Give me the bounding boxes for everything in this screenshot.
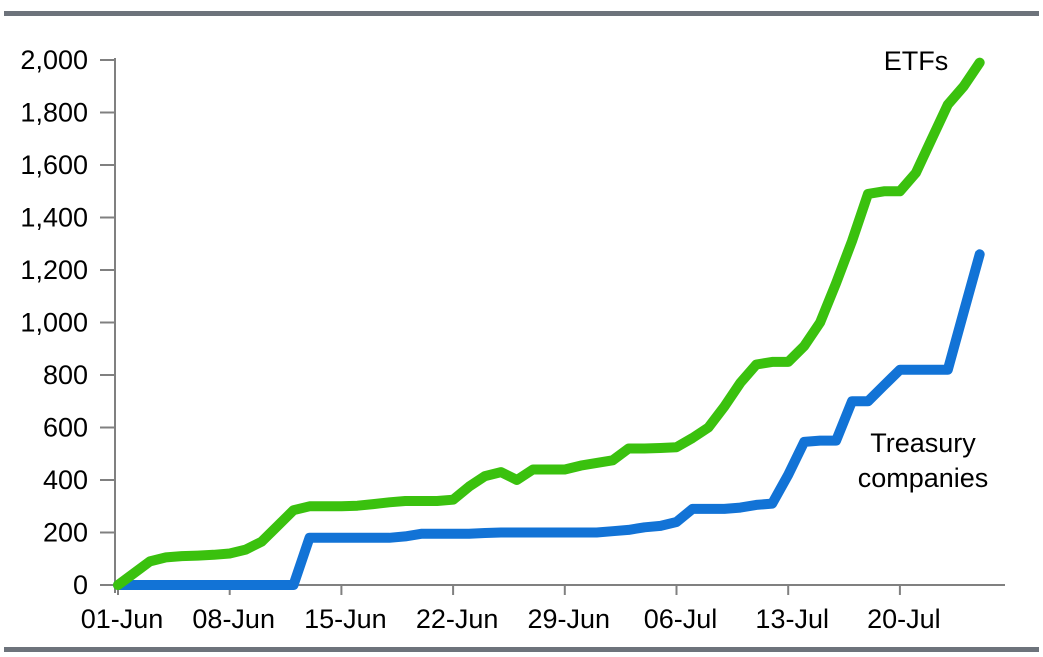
x-tick-label: 22-Jun: [416, 604, 499, 634]
series-line-etfs: [113, 57, 985, 590]
axes-layer: 0 200 400 600 800 1,000 1,200 1,400 1,600 1,800 2,…: [20, 45, 1005, 634]
series-label-etfs: ETFs: [884, 46, 949, 76]
top-divider: [4, 11, 1039, 16]
y-tick-label: 1,200: [20, 255, 88, 285]
y-tick-label: 1,800: [20, 98, 88, 128]
x-tick-label: 29-Jun: [528, 604, 611, 634]
x-tick-label: 06-Jul: [644, 604, 718, 634]
y-tick-label: 0: [73, 570, 88, 600]
x-tick-label: 20-Jul: [867, 604, 941, 634]
y-tick-label: 1,600: [20, 150, 88, 180]
bottom-divider: [4, 647, 1039, 652]
y-tick-label: 600: [43, 413, 88, 443]
y-tick-label: 200: [43, 518, 88, 548]
y-tick-label: 1,000: [20, 308, 88, 338]
x-tick-label: 01-Jun: [81, 604, 164, 634]
y-tick-label: 400: [43, 465, 88, 495]
x-tick-label: 13-Jul: [755, 604, 829, 634]
x-tick-label: 15-Jun: [304, 604, 387, 634]
series-line-treasury-companies: [113, 249, 985, 590]
y-tick-label: 1,400: [20, 203, 88, 233]
y-tick-label: 800: [43, 360, 88, 390]
series-layer: [113, 57, 985, 590]
series-label-treasury-line2: companies: [858, 463, 989, 493]
series-label-treasury-line1: Treasury: [870, 428, 976, 458]
y-tick-label: 2,000: [20, 45, 88, 75]
x-tick-label: 08-Jun: [192, 604, 275, 634]
